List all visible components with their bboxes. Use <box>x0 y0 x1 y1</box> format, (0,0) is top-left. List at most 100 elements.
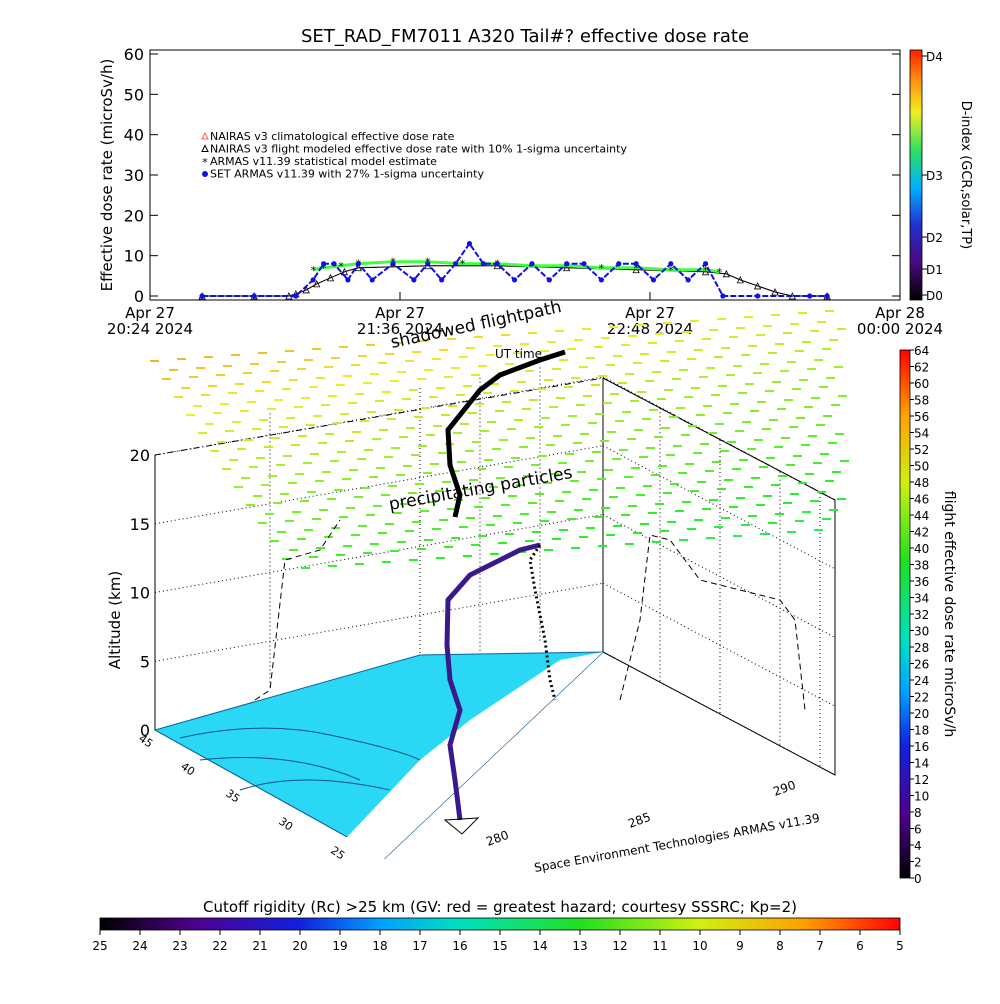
x-tick-label: 00:00 2024 <box>857 320 943 338</box>
data-point: * <box>599 262 605 275</box>
particle-mark <box>249 466 258 468</box>
particle-mark <box>615 420 624 422</box>
particle-mark <box>316 377 325 379</box>
particle-mark <box>816 424 825 426</box>
data-point: * <box>321 262 327 275</box>
particle-mark <box>291 444 300 446</box>
particle-mark <box>684 396 693 398</box>
particle-mark <box>318 442 327 444</box>
particle-mark <box>424 369 433 371</box>
particle-mark <box>447 508 456 510</box>
particle-mark <box>510 390 519 392</box>
data-point: * <box>338 260 344 273</box>
particle-mark <box>225 430 234 432</box>
particle-mark <box>741 354 750 356</box>
data-point <box>310 277 316 283</box>
particle-mark <box>525 370 534 372</box>
particle-mark <box>547 511 556 513</box>
particle-mark <box>418 445 427 447</box>
particle-mark <box>502 401 511 403</box>
dose-rate-colorbar-tick-label: 60 <box>914 377 929 391</box>
particle-mark <box>444 376 453 378</box>
particle-mark <box>696 414 705 416</box>
particle-mark <box>799 379 808 381</box>
particle-mark <box>367 411 376 413</box>
particle-mark <box>244 439 253 441</box>
particle-mark <box>811 397 820 399</box>
particle-mark <box>829 339 838 341</box>
particle-mark <box>628 505 637 507</box>
particle-mark <box>277 361 286 363</box>
particle-mark <box>292 511 301 513</box>
particle-mark <box>754 439 763 441</box>
annotation-armas-credit: Space Environment Technologies ARMAS v11… <box>533 811 821 875</box>
particle-mark <box>396 474 405 476</box>
legend-label: ARMAS v11.39 statistical model estimate <box>210 155 437 168</box>
particle-mark <box>229 459 238 461</box>
particle-mark <box>490 383 499 385</box>
particle-mark <box>747 448 756 450</box>
particle-mark <box>354 496 363 498</box>
particle-mark <box>817 491 826 493</box>
particle-mark <box>723 412 732 414</box>
particle-mark <box>601 337 610 339</box>
particle-mark <box>150 360 159 362</box>
grid-lines <box>154 367 836 776</box>
particle-mark <box>700 443 709 445</box>
particle-mark <box>436 557 445 559</box>
particle-mark <box>363 382 372 384</box>
particle-mark <box>231 354 240 356</box>
particle-mark <box>525 540 534 542</box>
particle-mark <box>294 406 303 408</box>
particle-mark <box>642 418 651 420</box>
particle-mark <box>807 368 816 370</box>
particle-mark <box>837 498 846 500</box>
particle-mark <box>711 394 720 396</box>
particle-mark <box>538 455 547 457</box>
particle-mark <box>264 446 273 448</box>
particle-mark <box>790 323 799 325</box>
particle-mark <box>804 406 813 408</box>
particle-mark <box>409 559 418 561</box>
particle-mark <box>306 424 315 426</box>
particle-mark <box>385 523 394 525</box>
rigidity-colorbar-tick-label: 8 <box>776 939 784 953</box>
particle-mark <box>528 332 537 334</box>
data-point: * <box>703 264 709 277</box>
particle-mark <box>733 535 742 537</box>
particle-mark <box>660 360 669 362</box>
particle-mark <box>570 480 579 482</box>
particle-mark <box>337 451 346 453</box>
particle-mark <box>303 462 312 464</box>
flight-path-descent <box>528 544 557 701</box>
particle-mark <box>235 383 244 385</box>
particle-mark <box>327 498 336 500</box>
particle-mark <box>574 339 583 341</box>
particle-mark <box>706 367 715 369</box>
particle-mark <box>667 351 676 353</box>
data-point <box>722 269 731 278</box>
particle-mark <box>499 439 508 441</box>
particle-mark <box>205 423 214 425</box>
particle-mark <box>364 449 373 451</box>
particle-mark <box>555 500 564 502</box>
grid-line <box>154 582 604 662</box>
particle-mark <box>334 489 343 491</box>
particle-mark <box>625 373 634 375</box>
particle-mark <box>706 537 715 539</box>
particle-mark <box>772 381 781 383</box>
particle-mark <box>273 502 282 504</box>
particle-mark <box>492 448 501 450</box>
data-point <box>546 277 552 283</box>
particle-mark <box>253 495 262 497</box>
particle-mark <box>645 380 654 382</box>
particle-mark <box>400 503 409 505</box>
rigidity-colorbar-tick-label: 17 <box>412 939 427 953</box>
particle-mark <box>384 456 393 458</box>
particle-mark <box>385 353 394 355</box>
particle-mark <box>643 485 652 487</box>
particle-mark <box>625 543 634 545</box>
particle-mark <box>376 467 385 469</box>
particle-mark <box>621 344 630 346</box>
particle-mark <box>513 352 522 354</box>
